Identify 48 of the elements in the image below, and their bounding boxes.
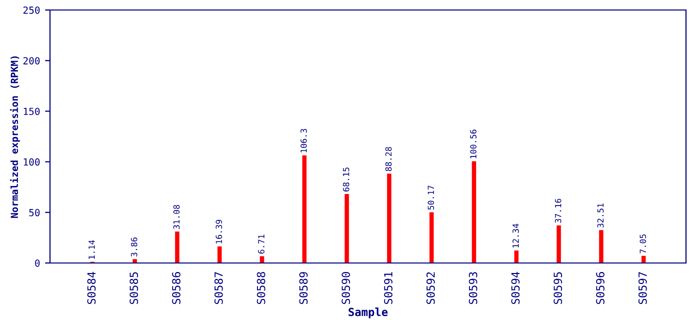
data-label: 1.14 [88, 240, 95, 259]
bar [472, 161, 476, 263]
bar [387, 174, 392, 263]
data-label: 37.16 [554, 198, 562, 223]
data-label: 6.71 [258, 234, 264, 254]
data-label: 32.51 [597, 204, 604, 228]
x-tick-label: S0593 [468, 272, 478, 304]
y-tick-label: 250 [23, 6, 40, 14]
x-axis-title: Sample [348, 308, 388, 318]
data-label: 106.3 [300, 128, 307, 152]
data-label: 12.34 [512, 224, 519, 248]
bar [429, 212, 434, 263]
y-axis-title: Normalized expression (RPKM) [10, 56, 20, 218]
x-tick-label: S0589 [299, 272, 308, 304]
x-tick-label: S0591 [384, 272, 392, 304]
bar [599, 230, 604, 263]
y-tick-label: 100 [24, 158, 40, 166]
y-tick-label: 0 [35, 260, 40, 267]
y-tick-label: 50 [29, 208, 40, 216]
x-tick-label: S0590 [342, 272, 350, 304]
data-label: 7.05 [640, 234, 646, 254]
bar [132, 259, 137, 263]
bar [344, 194, 349, 263]
bar [556, 225, 561, 263]
bar [175, 232, 180, 263]
data-label: 3.86 [130, 238, 138, 257]
x-tick-label: S0595 [554, 272, 562, 304]
data-label: 31.08 [173, 204, 180, 229]
data-label: 88.28 [385, 147, 392, 172]
x-tick-label: S0596 [596, 272, 604, 304]
data-label: 50.17 [428, 186, 434, 210]
x-tick-label: S0588 [256, 272, 266, 304]
data-label: 16.39 [216, 220, 222, 244]
bar [302, 155, 307, 263]
bar [217, 246, 222, 263]
x-tick-label: S0584 [87, 272, 96, 304]
data-label: 100.56 [470, 130, 476, 158]
data-label: 68.15 [342, 168, 350, 192]
bar [514, 250, 519, 263]
y-tick-label: 200 [23, 57, 40, 64]
x-tick-label: S0587 [214, 272, 223, 304]
x-tick-label: S0597 [638, 272, 647, 304]
x-tick-label: S0586 [172, 272, 180, 304]
x-tick-label: S0585 [130, 272, 138, 304]
bar [260, 256, 264, 263]
x-tick-label: S0594 [511, 272, 520, 304]
x-tick-label: S0592 [426, 272, 435, 304]
y-tick-label: 150 [24, 108, 40, 116]
